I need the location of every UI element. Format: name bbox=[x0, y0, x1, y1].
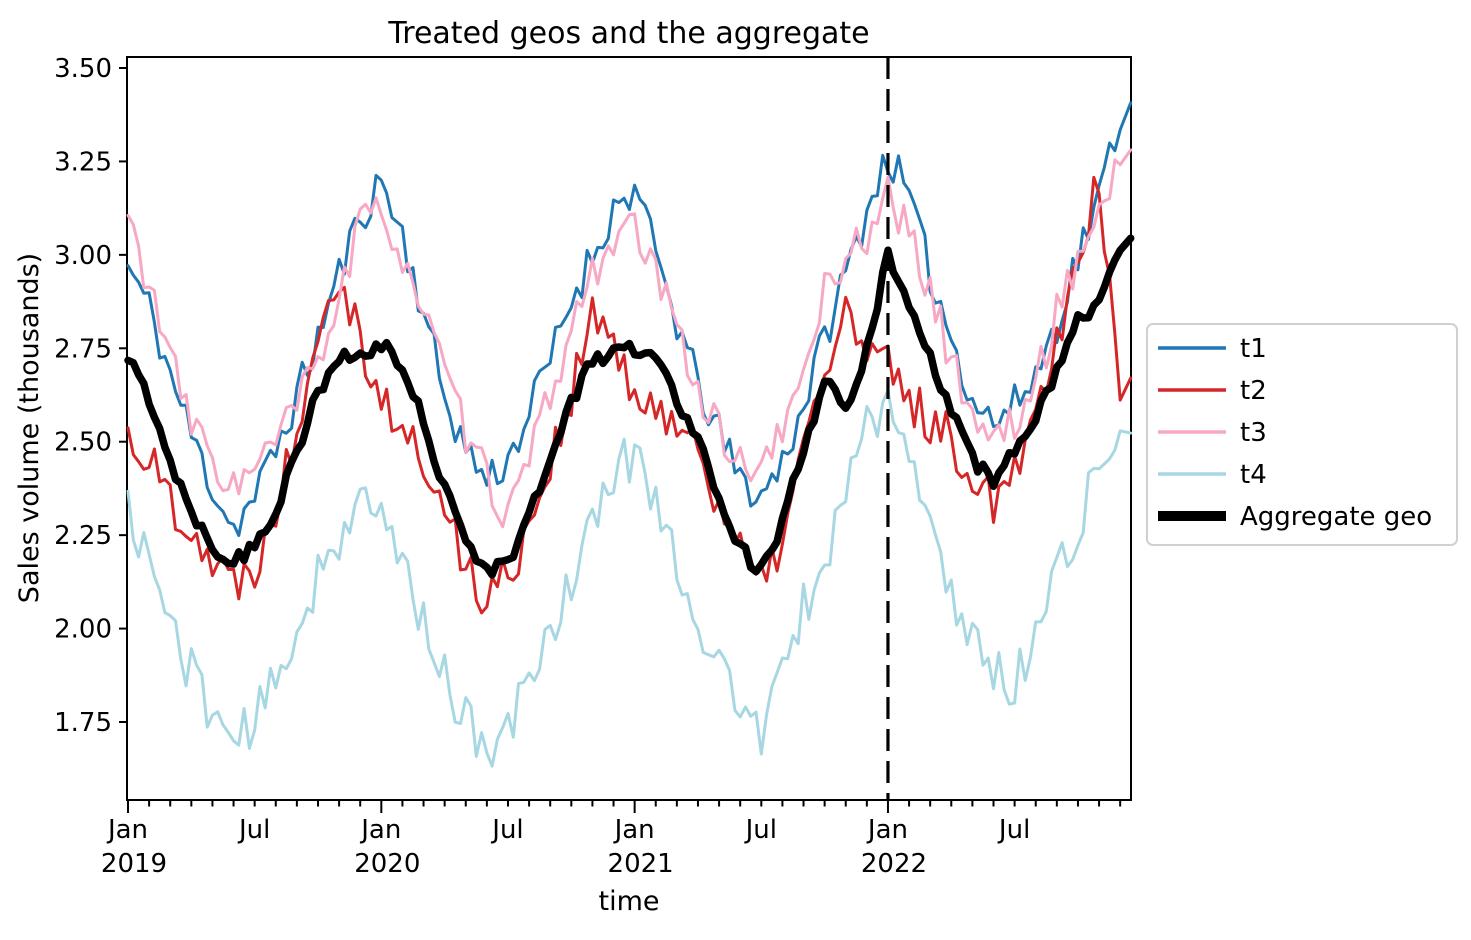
legend-item-aggregate-geo: Aggregate geo bbox=[1158, 502, 1432, 532]
x-tick-label: Jan bbox=[866, 815, 908, 845]
x-tick-label: Jul bbox=[744, 815, 777, 845]
legend-item-t4: t4 bbox=[1158, 460, 1267, 490]
series-line-t2 bbox=[126, 175, 1133, 615]
y-axis-ticks: 3.50 3.25 3.00 2.75 2.50 2.25 2.00 1.75 bbox=[54, 54, 127, 738]
x-tick-label: Jan bbox=[613, 815, 655, 845]
series-lines bbox=[124, 101, 1135, 768]
x-axis-ticks: Jan 2019 Jul Jan 2020 Jul Jan 2021 Jul Jan 2022 Jul bbox=[101, 800, 1122, 879]
x-tick-year-label: 2020 bbox=[354, 849, 420, 879]
x-tick-label: Jul bbox=[997, 815, 1030, 845]
series-line-t4 bbox=[126, 388, 1133, 768]
legend-label-aggregate-geo: Aggregate geo bbox=[1240, 502, 1432, 532]
legend-label-t3: t3 bbox=[1240, 418, 1267, 448]
legend-label-t2: t2 bbox=[1240, 376, 1267, 406]
legend-item-t3: t3 bbox=[1158, 418, 1267, 448]
x-tick-year-label: 2021 bbox=[608, 849, 674, 879]
legend-item-t2: t2 bbox=[1158, 376, 1267, 406]
legend-box bbox=[1146, 323, 1458, 546]
series-line-t3 bbox=[126, 148, 1133, 529]
y-axis-label: Sales volume (thousands) bbox=[14, 253, 45, 603]
x-axis-label: time bbox=[598, 886, 659, 917]
y-tick-label: 3.25 bbox=[54, 147, 112, 177]
y-tick-label: 2.75 bbox=[54, 334, 112, 364]
x-tick-label: Jul bbox=[237, 815, 270, 845]
legend-label-t1: t1 bbox=[1240, 334, 1267, 364]
x-tick-label: Jan bbox=[359, 815, 401, 845]
y-tick-label: 2.25 bbox=[54, 521, 112, 551]
y-tick-label: 2.50 bbox=[54, 428, 112, 458]
legend-item-t1: t1 bbox=[1158, 334, 1267, 364]
chart-title: Treated geos and the aggregate bbox=[387, 16, 869, 51]
y-tick-label: 1.75 bbox=[54, 708, 112, 738]
x-tick-year-label: 2019 bbox=[101, 849, 167, 879]
x-tick-year-label: 2022 bbox=[861, 849, 927, 879]
y-tick-label: 3.00 bbox=[54, 241, 112, 271]
y-tick-label: 2.00 bbox=[54, 615, 112, 645]
x-tick-label: Jan bbox=[106, 815, 148, 845]
y-tick-label: 3.50 bbox=[54, 54, 112, 84]
series-line-aggregate-geo bbox=[124, 234, 1135, 579]
legend: t1 t2 t3 t4 Aggregate geo bbox=[1146, 323, 1458, 546]
x-tick-label: Jul bbox=[490, 815, 523, 845]
legend-label-t4: t4 bbox=[1240, 460, 1267, 490]
